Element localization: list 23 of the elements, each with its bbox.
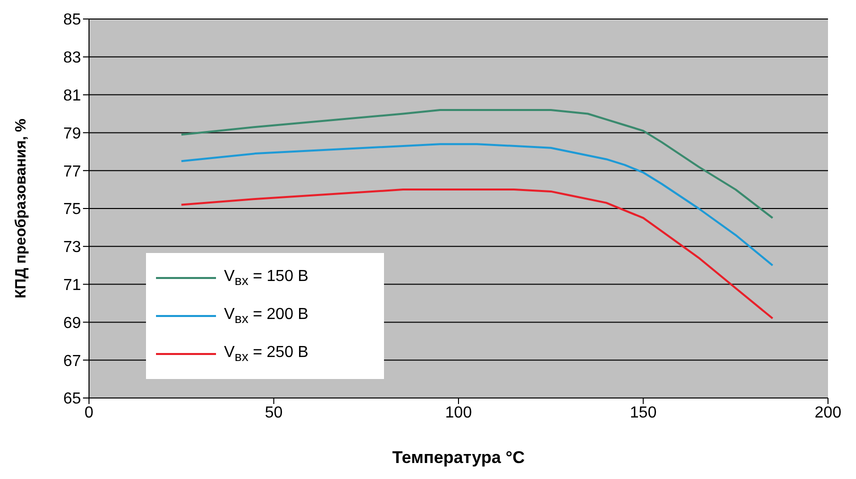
y-tick-label: 65 (63, 390, 82, 408)
y-tick-label: 77 (63, 163, 82, 180)
legend-label: V$_{вх}$ = 250 В (224, 344, 308, 364)
legend-label: V$_{вх}$ = 200 В (224, 306, 308, 326)
y-tick-label: 67 (63, 352, 82, 370)
y-tick-label: 79 (63, 125, 82, 142)
x-tick-label: 50 (264, 404, 283, 422)
line-series (180, 108, 774, 219)
y-tick-label: 81 (63, 87, 82, 104)
y-tick-label: 73 (63, 239, 82, 256)
y-tick-label: 83 (63, 50, 82, 67)
y-tick-label: 71 (63, 276, 82, 294)
x-tick-label: 100 (445, 404, 472, 422)
x-axis-title: Температура °C (392, 448, 525, 467)
y-tick-label: 69 (63, 314, 82, 332)
x-tick-label: 0 (84, 404, 94, 422)
line-series (180, 143, 774, 266)
y-tick-label: 75 (63, 201, 82, 218)
y-tick-label: 85 (63, 12, 82, 29)
legend-label: V$_{вх}$ = 150 В (224, 268, 308, 288)
y-axis-title: КПД преобразования, % (12, 118, 30, 298)
x-tick-label: 150 (630, 404, 657, 422)
x-tick-label: 200 (814, 404, 842, 422)
